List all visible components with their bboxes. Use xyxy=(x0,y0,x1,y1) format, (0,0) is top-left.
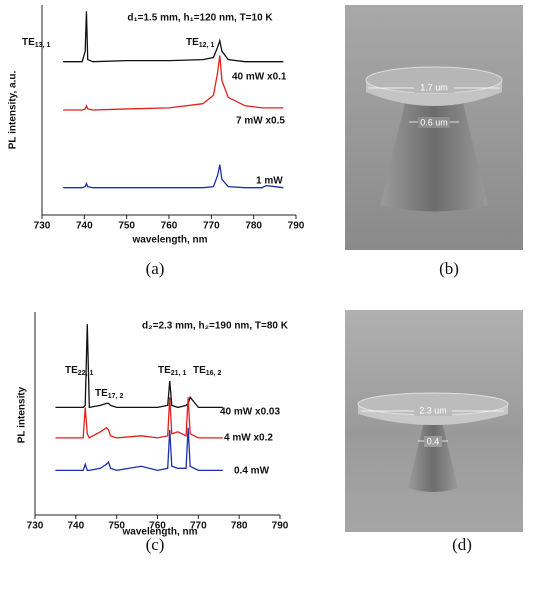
chart: 730 740 750 760 770 780 790 wavelength, nm PL in… xyxy=(8,5,305,278)
peak-label-sub: 21, 1 xyxy=(171,370,187,377)
peak-label-sub: 17, 2 xyxy=(108,393,124,400)
spectrum-line xyxy=(55,428,222,471)
peak-label: TE12, 1 xyxy=(186,37,214,49)
x-tick-label: 730 xyxy=(27,521,44,532)
peak-label-main: TE xyxy=(186,37,199,48)
spectrum-line xyxy=(55,397,222,438)
x-tick-label: 780 xyxy=(245,221,262,232)
series-label: 0.4 mW xyxy=(234,466,270,477)
peak-label: TE16, 2 xyxy=(193,365,221,377)
x-tick-label: 770 xyxy=(203,221,220,232)
chart-title: d₁=1.5 mm, h₁=120 nm, T=10 K xyxy=(127,13,273,24)
sem-image: 2.3 um 0.4 (d) xyxy=(345,310,523,554)
chart-title: d₂=2.3 mm, h₂=190 nm, T=80 K xyxy=(142,321,289,332)
x-tick-label: 750 xyxy=(118,221,135,232)
x-tick-label: 740 xyxy=(67,521,84,532)
peak-label: TE21, 1 xyxy=(158,365,186,377)
peak-label: TE17, 2 xyxy=(95,388,123,400)
spectrum-line xyxy=(63,55,283,110)
dimension-label: 0.4 xyxy=(427,436,440,446)
y-axis-label: PL intensity xyxy=(17,386,28,443)
spectrum-line xyxy=(63,165,283,188)
peak-label-main: TE xyxy=(95,388,108,399)
figure: 1.7 um 0.6 um (b) 2.3 um 0.4 (d) 7307407… xyxy=(0,0,556,590)
dimension-label: 0.6 um xyxy=(420,117,448,127)
dimension-label: 2.3 um xyxy=(419,405,447,415)
x-tick-label: 780 xyxy=(231,521,248,532)
peak-label-main: TE xyxy=(193,365,206,376)
caption: (c) xyxy=(146,535,165,554)
series-label: 1 mW xyxy=(256,176,283,187)
sem-image: 1.7 um 0.6 um (b) xyxy=(345,5,523,278)
x-tick-label: 730 xyxy=(34,221,51,232)
caption: (b) xyxy=(439,259,459,278)
x-axis-label: wavelength, nm xyxy=(131,235,207,246)
dimension-label: 1.7 um xyxy=(420,82,448,92)
x-tick-label: 790 xyxy=(272,521,289,532)
series-label: 4 mW x0.2 xyxy=(224,433,273,444)
peak-label-main: TE xyxy=(158,365,171,376)
y-axis-label: PL intensity, a.u. xyxy=(8,71,19,150)
peak-label-main: TE xyxy=(65,365,78,376)
peak-label-sub: 12, 1 xyxy=(199,42,215,49)
caption: (d) xyxy=(452,535,472,554)
peak-label-sub: 16, 2 xyxy=(206,370,222,377)
series-label: 7 mW x0.5 xyxy=(236,116,285,127)
series-label: 40 mW x0.03 xyxy=(220,407,280,418)
x-tick-label: 740 xyxy=(76,221,93,232)
peak-label-main: TE xyxy=(22,37,35,48)
series-label: 40 mW x0.1 xyxy=(232,72,287,83)
peak-label-sub: 13, 1 xyxy=(35,42,51,49)
x-tick-label: 790 xyxy=(288,221,305,232)
x-tick-label: 760 xyxy=(161,221,178,232)
caption: (a) xyxy=(146,259,165,278)
peak-label: TE13, 1 xyxy=(22,37,50,49)
peak-label: TE22, 1 xyxy=(65,365,93,377)
